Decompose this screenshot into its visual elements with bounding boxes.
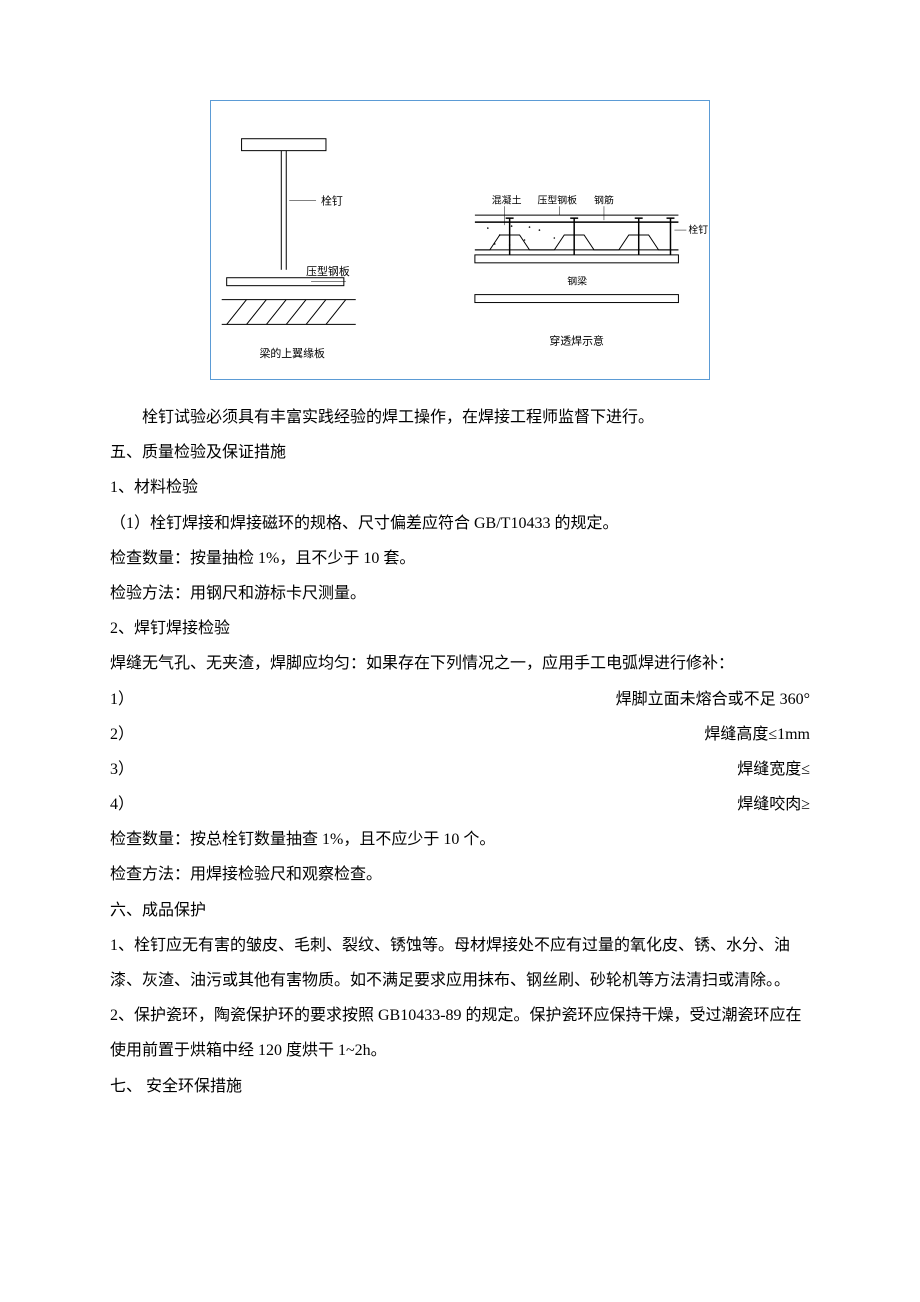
heading-7: 七、 安全环保措施 (110, 1069, 810, 1104)
defect-3-num: 3） (110, 752, 134, 787)
label-stud-right: 栓钉 (688, 223, 708, 236)
defect-row-1: 1） 焊脚立面未熔合或不足 360° (110, 682, 810, 717)
label-flange: 梁的上翼缘板 (259, 346, 325, 360)
section-6-2: 2、保护瓷环，陶瓷保护环的要求按照 GB10433-89 的规定。保护瓷环应保持… (110, 998, 810, 1068)
defect-row-3: 3） 焊缝宽度≤ (110, 752, 810, 787)
diagram-svg: 栓钉 压型钢板 梁的上翼缘板 混凝土 压型钢板 钢筋 (211, 101, 709, 379)
defect-1-num: 1） (110, 682, 134, 717)
defect-4-num: 4） (110, 787, 134, 822)
heading-6: 六、成品保护 (110, 893, 810, 928)
defect-row-2: 2） 焊缝高度≤1mm (110, 717, 810, 752)
para-intro: 栓钉试验必须具有丰富实践经验的焊工操作，在焊接工程师监督下进行。 (110, 400, 810, 435)
label-beam: 钢梁 (567, 275, 587, 288)
defect-2-num: 2） (110, 717, 134, 752)
defect-1-text: 焊脚立面未熔合或不足 360° (616, 682, 810, 717)
section-2-1: 焊缝无气孔、无夹渣，焊脚应均匀：如果存在下列情况之一，应用手工电弧焊进行修补： (110, 646, 810, 681)
label-concrete: 混凝土 (492, 193, 522, 206)
heading-5: 五、质量检验及保证措施 (110, 435, 810, 470)
defect-3-text: 焊缝宽度≤ (737, 752, 810, 787)
label-rebar: 钢筋 (594, 193, 614, 206)
section-1-3: 检验方法：用钢尺和游标卡尺测量。 (110, 576, 810, 611)
section-1: 1、材料检验 (110, 470, 810, 505)
section-2-3: 检查方法：用焊接检验尺和观察检查。 (110, 857, 810, 892)
label-diagram-title: 穿透焊示意 (549, 333, 604, 347)
label-profiled-right: 压型钢板 (537, 193, 577, 206)
defect-2-text: 焊缝高度≤1mm (704, 717, 810, 752)
section-2-2: 检查数量：按总栓钉数量抽查 1%，且不应少于 10 个。 (110, 822, 810, 857)
section-1-1: （1）栓钉焊接和焊接磁环的规格、尺寸偏差应符合 GB/T10433 的规定。 (110, 506, 810, 541)
section-6-1: 1、栓钉应无有害的皱皮、毛刺、裂纹、锈蚀等。母材焊接处不应有过量的氧化皮、锈、水… (110, 928, 810, 998)
section-2: 2、焊钉焊接检验 (110, 611, 810, 646)
label-plate-left: 压型钢板 (306, 264, 350, 278)
section-1-2: 检查数量：按量抽检 1%，且不少于 10 套。 (110, 541, 810, 576)
technical-diagram: 栓钉 压型钢板 梁的上翼缘板 混凝土 压型钢板 钢筋 (210, 100, 710, 380)
label-stud-left: 栓钉 (321, 193, 343, 207)
defect-4-text: 焊缝咬肉≥ (737, 787, 810, 822)
defect-row-4: 4） 焊缝咬肉≥ (110, 787, 810, 822)
